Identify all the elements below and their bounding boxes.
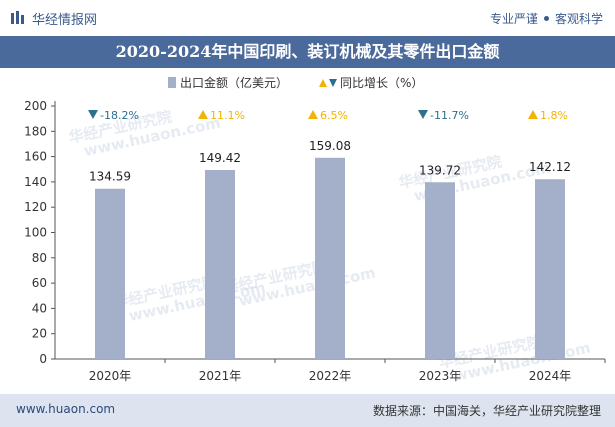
bar-value-label: 134.59 xyxy=(89,170,131,184)
bars xyxy=(95,157,565,359)
y-tick-label: 180 xyxy=(24,124,47,138)
y-tick-label: 80 xyxy=(32,251,47,265)
x-tick-label: 2024年 xyxy=(529,369,572,383)
brand[interactable]: 华经情报网 xyxy=(10,8,97,28)
bar-value-label: 159.08 xyxy=(309,139,351,153)
brand-name: 华经情报网 xyxy=(32,12,98,28)
footer-site[interactable]: www.huaon.com xyxy=(16,402,116,416)
x-tick-label: 2020年 xyxy=(89,369,132,383)
bar-export-amount xyxy=(315,157,345,359)
legend: 出口金额（亿美元） 同比增长（%） xyxy=(168,75,423,90)
tagline-right: 客观科学 xyxy=(554,12,603,26)
bar-export-amount xyxy=(535,179,565,359)
growth-value-label: -18.2% xyxy=(100,109,139,122)
legend-up-triangle-icon xyxy=(319,79,327,87)
bar-chart: 华经产业研究院www.huaon.com华经产业研究院www.huaon.com… xyxy=(24,75,606,385)
tagline: 专业严谨 客观科学 xyxy=(490,10,603,27)
top-bar: 华经情报网 专业严谨 客观科学 xyxy=(0,0,615,36)
legend-down-triangle-icon xyxy=(329,79,337,87)
bar-value-label: 149.42 xyxy=(199,151,241,165)
bar-value-label: 142.12 xyxy=(529,160,571,174)
growth-up-triangle-icon xyxy=(198,110,208,119)
bar-value-label: 139.72 xyxy=(419,163,461,177)
y-tick-label: 0 xyxy=(39,352,47,366)
growth-up-triangle-icon xyxy=(308,110,318,119)
bar-export-amount xyxy=(425,182,455,359)
y-tick-label: 20 xyxy=(32,327,47,341)
growth-value-label: 11.1% xyxy=(210,109,245,122)
growth-down-triangle-icon xyxy=(418,110,428,119)
labels: 134.59 2020年 -18.2% 149.42 2021年 11.1% 159.08 2… xyxy=(88,109,571,383)
chart-title: 2020-2024年中国印刷、装订机械及其零件出口金额 xyxy=(0,36,615,68)
growth-value-label: 1.8% xyxy=(540,109,568,122)
footer-source: 数据来源：中国海关，华经产业研究院整理 xyxy=(372,404,601,418)
x-tick-label: 2021年 xyxy=(199,369,242,383)
growth-up-triangle-icon xyxy=(528,110,538,119)
y-tick-label: 60 xyxy=(32,276,47,290)
brand-logo-icon xyxy=(11,11,24,24)
growth-value-label: 6.5% xyxy=(320,109,348,122)
growth-value-label: -11.7% xyxy=(430,109,469,122)
x-tick-label: 2022年 xyxy=(309,369,352,383)
y-tick-label: 100 xyxy=(24,226,47,240)
y-tick-label: 160 xyxy=(24,150,47,164)
y-tick-label: 120 xyxy=(24,200,47,214)
legend-bar-swatch xyxy=(168,77,176,88)
bar-export-amount xyxy=(205,169,235,359)
tagline-left: 专业严谨 xyxy=(489,12,538,26)
y-tick-label: 140 xyxy=(24,175,47,189)
separator-dot-icon xyxy=(543,16,549,21)
x-tick-label: 2023年 xyxy=(419,369,462,383)
legend-amount-label: 出口金额（亿美元） xyxy=(180,75,288,90)
bar-export-amount xyxy=(95,188,125,359)
legend-growth-label: 同比增长（%） xyxy=(340,76,423,90)
y-tick-label: 40 xyxy=(32,301,47,315)
footer: www.huaon.com 数据来源：中国海关，华经产业研究院整理 xyxy=(0,394,615,427)
y-tick-label: 200 xyxy=(24,99,47,113)
growth-down-triangle-icon xyxy=(88,110,98,119)
